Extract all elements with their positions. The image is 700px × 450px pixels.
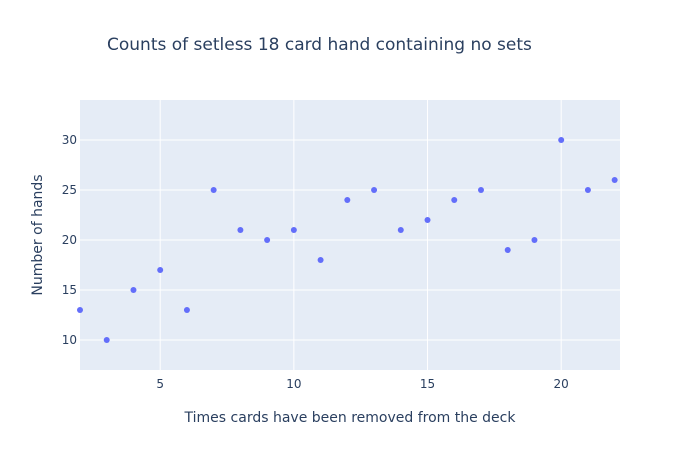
y-gridlines [80, 139, 620, 341]
y-tick-label: 25 [62, 183, 77, 197]
data-point [477, 187, 484, 193]
data-point [237, 227, 244, 233]
plot-area [80, 100, 620, 370]
y-tick-label: 20 [62, 233, 77, 247]
data-point [584, 187, 591, 193]
x-tick-label: 15 [420, 377, 435, 391]
data-point [371, 187, 378, 193]
x-tick-label: 10 [286, 377, 301, 391]
x-gridlines [159, 100, 562, 370]
data-point [451, 197, 458, 203]
x-tick-label: 5 [156, 377, 164, 391]
data-point [611, 177, 618, 183]
data-point [317, 257, 324, 263]
y-tick-label: 15 [62, 283, 77, 297]
data-point [77, 307, 83, 313]
data-points [77, 137, 618, 343]
x-axis-title: Times cards have been removed from the d… [184, 410, 517, 426]
y-tick-labels: 10 15 20 25 30 [62, 133, 77, 347]
data-point [344, 197, 351, 203]
data-point [210, 187, 217, 193]
x-tick-label: 20 [554, 377, 569, 391]
y-tick-label: 10 [62, 333, 77, 347]
data-point [558, 137, 565, 143]
data-point [130, 287, 137, 293]
data-point [424, 217, 431, 223]
data-point [290, 227, 297, 233]
chart-title: Counts of setless 18 card hand containin… [107, 35, 532, 55]
y-axis-title: Number of hands [30, 174, 46, 295]
data-point [103, 337, 110, 343]
data-point [157, 267, 164, 273]
x-tick-labels: 5 10 15 20 [156, 377, 568, 391]
data-point [183, 307, 190, 313]
y-tick-label: 30 [62, 133, 77, 147]
data-point [531, 237, 538, 243]
data-point [397, 227, 404, 233]
data-point [264, 237, 271, 243]
data-point [504, 247, 511, 253]
